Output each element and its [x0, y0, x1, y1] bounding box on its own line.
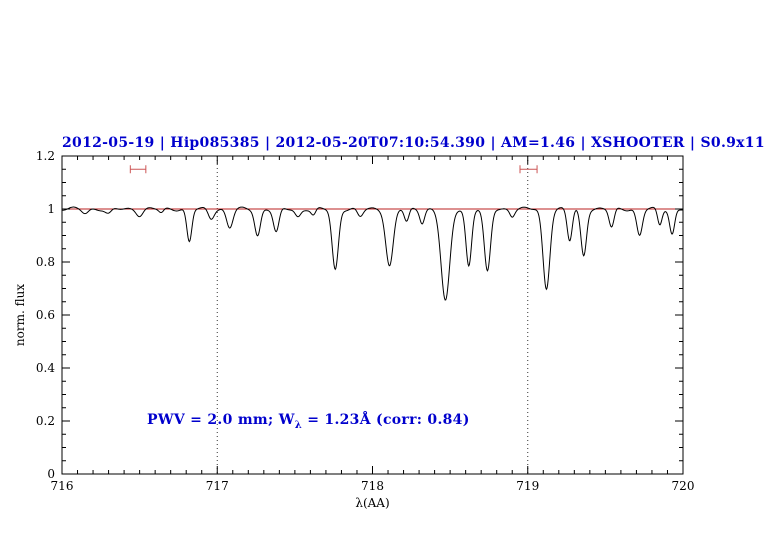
spectrum-path — [61, 206, 684, 301]
y-tick-label: 0.6 — [36, 308, 55, 322]
y-tick-label: 1.2 — [36, 149, 55, 163]
y-axis-label: norm. flux — [13, 283, 27, 347]
y-tick-label: 1 — [47, 202, 55, 216]
plot-border — [61, 155, 684, 475]
annotation-lambda-subscript: λ — [294, 419, 303, 431]
y-tick-label: 0.4 — [36, 361, 55, 375]
x-tick-label: 716 — [51, 479, 74, 493]
x-axis-label: λ(AA) — [355, 496, 390, 510]
pwv-annotation: PWV = 2.0 mm; Wλ = 1.23Å (corr: 0.84) — [147, 412, 470, 431]
y-tick-label: 0.8 — [36, 255, 55, 269]
x-tick-label: 717 — [206, 479, 229, 493]
y-tick-label: 0 — [47, 467, 55, 481]
annotation-suffix: = 1.23Å (corr: 0.84) — [302, 412, 470, 428]
x-tick-label: 719 — [516, 479, 539, 493]
annotation-prefix: PWV = 2.0 mm; W — [147, 412, 295, 428]
x-tick-label: 720 — [672, 479, 695, 493]
y-tick-label: 0.2 — [36, 414, 55, 428]
plot-title: 2012-05-19 | Hip085385 | 2012-05-20T07:1… — [62, 135, 765, 151]
x-tick-label: 718 — [361, 479, 384, 493]
